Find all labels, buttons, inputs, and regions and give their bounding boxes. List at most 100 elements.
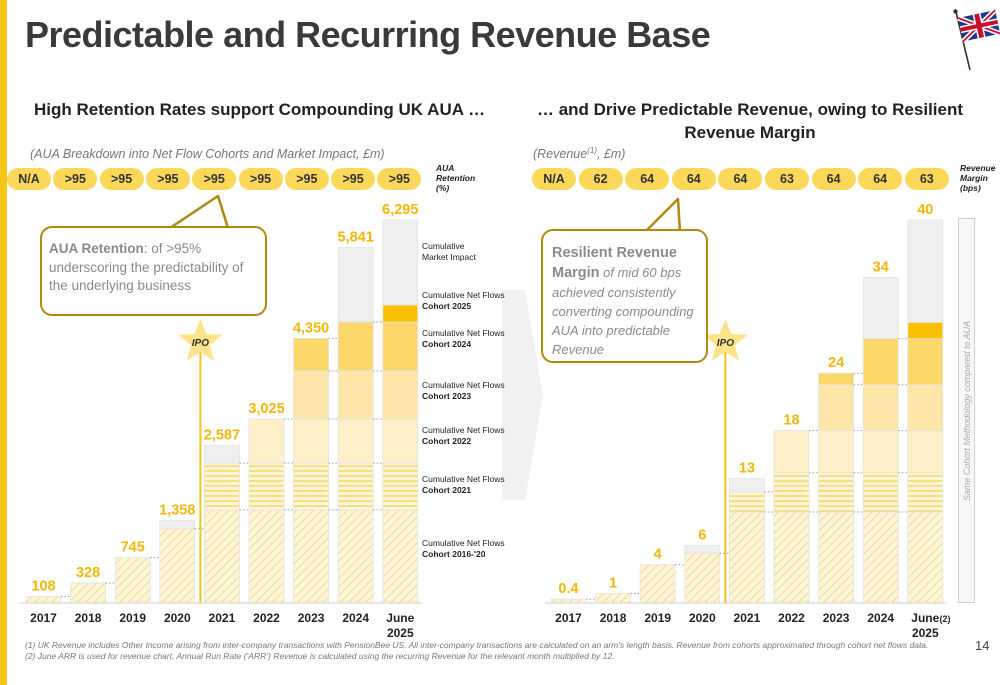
revenue-margin-callout: Resilient Revenue Margin of mid 60 bps a… (541, 229, 708, 363)
left-chart-bar-2-cohort-2016-20 (114, 557, 151, 604)
right-chart-bar-4-cohort-2021 (729, 491, 765, 513)
right-chart-bar-5-cohort-2016-20 (773, 511, 810, 604)
june-footnote-mark: (2) (940, 614, 951, 624)
right-chart-value-label-0: 0.4 (558, 581, 578, 597)
legend-item-4: Cumulative Net Flows Cohort 2022 (422, 425, 505, 446)
right-revenue-chart: 0.4 2017 1 2018 4 2019 6 2020 13 2021 18 2022 24 2023… (545, 202, 951, 640)
margin-pill-6: 64 (811, 168, 856, 190)
right-chart-bar-7-market-impact (862, 277, 899, 340)
right-chart-category-label-5: 2022 (778, 611, 805, 625)
left-chart-bar-8-cohort-2021 (382, 462, 419, 511)
left-chart-bar-7-cohort-2016-20 (337, 509, 374, 604)
left-chart-bar-7-cohort-2024 (337, 321, 374, 372)
left-chart-bar-8-cohort-2016-20 (382, 509, 419, 604)
right-chart-bar-0-cohort-2016-20 (550, 598, 587, 604)
left-chart-value-label-3: 1,358 (159, 502, 195, 518)
page-title: Predictable and Recurring Revenue Base (25, 14, 711, 55)
legend-item-2: Cumulative Net Flows Cohort 2024 (422, 328, 505, 349)
right-chart-bar-8-market-impact (907, 219, 944, 323)
right-chart-bar-6-cohort-2021 (818, 472, 854, 513)
left-chart-category-label-4: 2021 (209, 611, 236, 625)
left-chart-bar-5-cohort-2021 (248, 462, 285, 511)
left-subtitle: High Retention Rates support Compounding… (34, 100, 486, 119)
right-chart-value-label-5: 18 (783, 413, 799, 429)
right-chart-bar-8-cohort-2016-20 (907, 511, 944, 604)
left-chart-value-label-5: 3,025 (248, 401, 284, 417)
page-number: 14 (975, 638, 990, 653)
left-chart-category-label-2: 2019 (119, 611, 146, 625)
right-chart-bar-2-cohort-2016-20 (639, 564, 676, 604)
right-callout-pointer (644, 197, 682, 233)
legend-item-5: Cumulative Net Flows Cohort 2021 (422, 474, 505, 495)
right-chart-value-label-4: 13 (739, 461, 755, 477)
left-callout-pointer (169, 194, 230, 230)
right-chart-bar-7-cohort-2016-20 (862, 511, 899, 604)
right-chart-category-label-2: 2019 (644, 611, 671, 625)
left-chart-bar-7-cohort-2022 (337, 418, 374, 464)
right-chart-category-label-3: 2020 (689, 611, 716, 625)
right-chart-bar-4-market-impact (729, 478, 765, 493)
aua-retention-callout: AUA Retention: of >95% underscoring the … (40, 226, 267, 316)
left-chart-category-label-7: 2024 (342, 611, 369, 625)
left-chart-category-label-3: 2020 (164, 611, 191, 625)
margin-pill-2: 64 (625, 168, 670, 190)
right-chart-category-label-1: 2018 (600, 611, 627, 625)
left-chart-bar-8-cohort-2025 (382, 304, 419, 323)
retention-pill-6: >95 (284, 168, 329, 190)
right-chart-bar-5-cohort-2022 (773, 430, 810, 474)
left-chart-bar-4-market-impact (203, 445, 240, 464)
left-chart-category-label-6: 2023 (298, 611, 325, 625)
left-caption: (AUA Breakdown into Net Flow Cohorts and… (30, 147, 385, 161)
right-chart-bar-4-cohort-2016-20 (729, 511, 765, 604)
left-chart-value-label-8: 6,295 (382, 202, 418, 218)
right-chart-category-label-8: June (911, 611, 939, 625)
retention-pill-1: >95 (53, 168, 98, 190)
left-chart-ipo-star-icon (178, 319, 223, 361)
legend-item-3: Cumulative Net Flows Cohort 2023 (422, 380, 505, 401)
legend-item-1: Cumulative Net Flows Cohort 2025 (422, 290, 505, 311)
left-pill-label: AUA Retention (%) (436, 163, 476, 193)
right-chart-bar-7-cohort-2024 (862, 338, 899, 386)
retention-pill-5: >95 (238, 168, 283, 190)
left-aua-chart: 108 2017 328 2018 745 2019 1,358 2020 2,587 2021 3… (20, 202, 422, 640)
right-chart-category-label-8-line2: 2025 (912, 626, 939, 640)
margin-pill-3: 64 (671, 168, 716, 190)
right-chart-bar-8-cohort-2022 (907, 430, 944, 474)
left-chart-value-label-4: 2,587 (204, 428, 240, 444)
right-chart-bar-3-cohort-2016-20 (684, 552, 721, 604)
right-chart-bar-3-market-impact (684, 545, 721, 554)
left-chart-category-label-8: June (386, 611, 414, 625)
left-chart-value-label-7: 5,841 (338, 230, 374, 246)
right-pill-label: Revenue Margin (bps) (960, 163, 996, 193)
right-chart-ipo-label: IPO (717, 338, 734, 349)
retention-pill-7: >95 (331, 168, 376, 190)
left-chart-value-label-6: 4,350 (293, 320, 329, 336)
left-chart-bar-8-cohort-2024 (382, 321, 419, 372)
left-chart-value-label-1: 328 (76, 565, 100, 581)
right-chart-value-label-8: 40 (917, 202, 933, 218)
margin-pill-0: N/A (532, 168, 576, 190)
margin-pill-7: 64 (858, 168, 903, 190)
right-chart-bar-8-cohort-2025 (907, 322, 944, 340)
left-chart-bar-3-cohort-2016-20 (159, 528, 196, 604)
retention-pill-8: >95 (377, 168, 422, 190)
right-chart-bar-6-cohort-2024 (818, 372, 854, 386)
right-chart-value-label-2: 4 (654, 547, 662, 563)
left-chart-bar-7-market-impact (337, 247, 374, 323)
margin-pill-8: 63 (904, 168, 949, 190)
right-chart-bar-8-cohort-2024 (907, 338, 944, 386)
right-chart-bar-6-cohort-2016-20 (818, 511, 854, 604)
right-chart-bar-1-cohort-2016-20 (595, 593, 631, 604)
left-chart-bar-5-cohort-2022 (248, 418, 285, 464)
right-chart-value-label-6: 24 (828, 355, 844, 371)
retention-pill-2: >95 (99, 168, 144, 190)
right-chart-bar-5-cohort-2021 (773, 472, 810, 513)
footnote-2: (2) June ARR is used for revenue chart, … (25, 651, 615, 661)
right-chart-category-label-4: 2021 (734, 611, 761, 625)
left-chart-bar-6-cohort-2023 (293, 370, 330, 420)
right-chart-category-label-0: 2017 (555, 611, 582, 625)
left-chart-bar-4-cohort-2021 (203, 462, 240, 511)
left-chart-category-label-0: 2017 (30, 611, 57, 625)
right-chart-category-label-6: 2023 (823, 611, 850, 625)
